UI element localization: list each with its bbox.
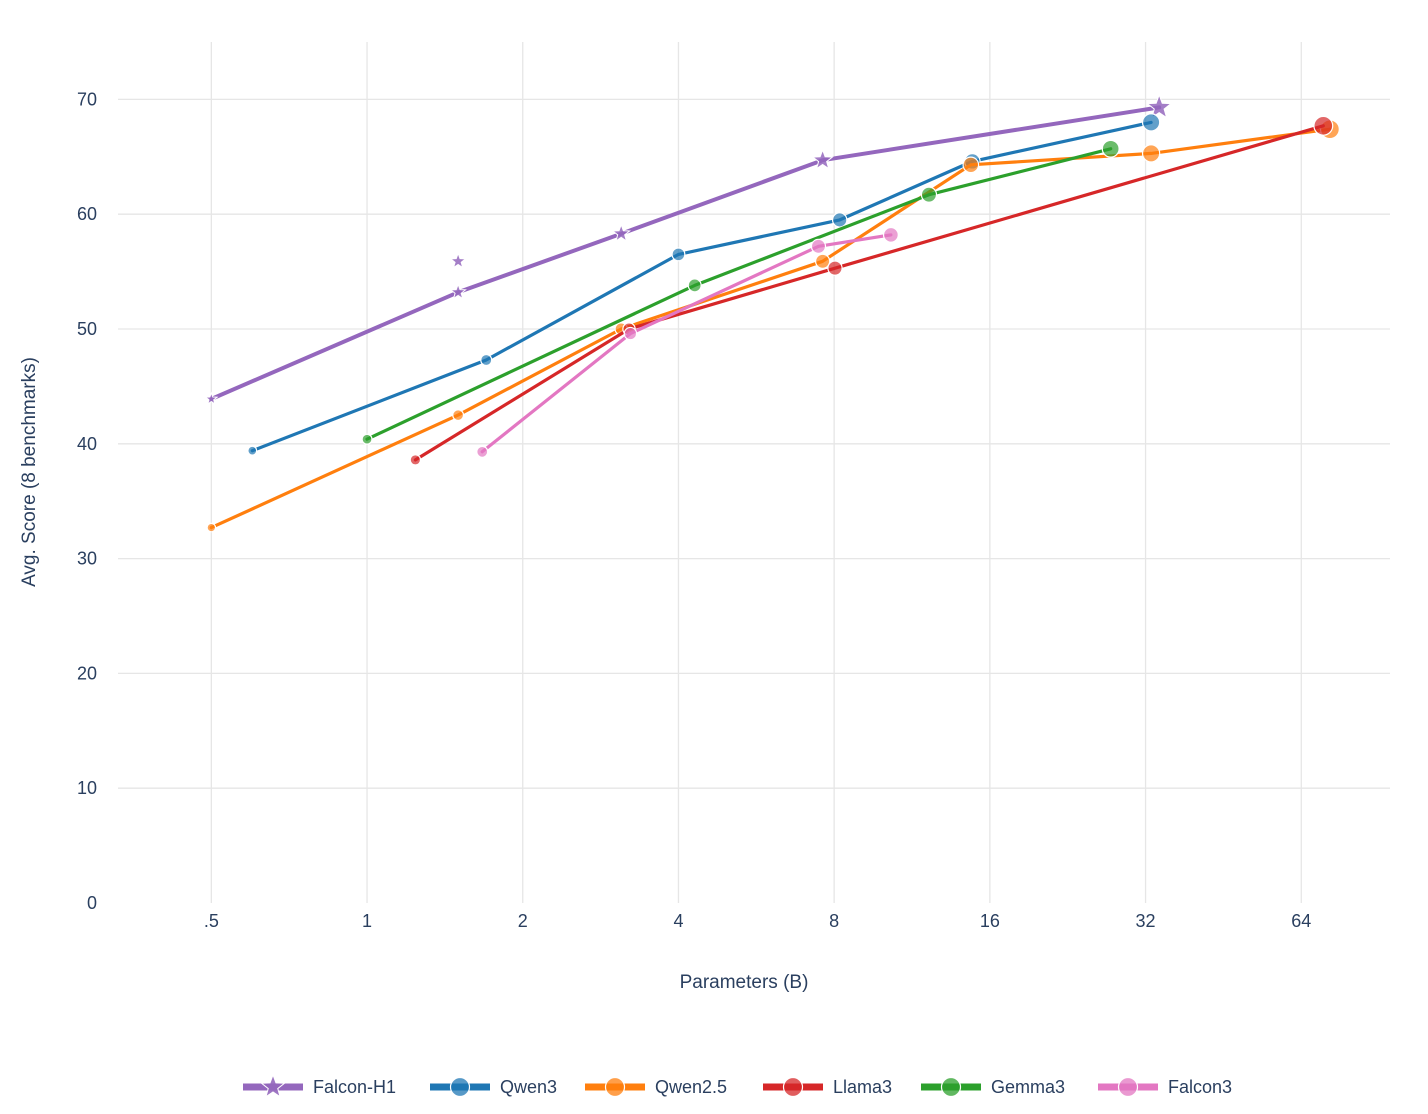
y-tick-label: 70 (77, 89, 97, 109)
y-axis-ticks: 0 10 20 30 40 50 60 70 (77, 89, 97, 913)
legend-item[interactable]: Falcon3 (1098, 1076, 1232, 1098)
series-falcon3 (476, 226, 899, 458)
data-point[interactable] (611, 223, 632, 243)
series-llama3 (409, 115, 1334, 466)
legend-item[interactable]: Qwen2.5 (585, 1076, 727, 1098)
legend-label: Falcon3 (1168, 1077, 1232, 1097)
y-tick-label: 30 (77, 549, 97, 569)
data-point[interactable] (1145, 93, 1173, 119)
legend-item[interactable]: Falcon-H1 (243, 1073, 396, 1098)
data-point[interactable] (827, 260, 843, 276)
data-point[interactable] (206, 522, 217, 533)
x-tick-label: 16 (980, 911, 1000, 931)
legend[interactable]: Falcon-H1 Qwen3 Qwen2.5 Llama3 Gemma3 Falcon3 (243, 1073, 1232, 1098)
x-tick-label: .5 (204, 911, 219, 931)
data-point[interactable] (962, 156, 980, 174)
series-line (365, 147, 1113, 441)
series-line (480, 233, 893, 454)
x-tick-label: 2 (518, 911, 528, 931)
legend-swatch-marker (782, 1076, 804, 1098)
data-point[interactable] (920, 186, 938, 203)
data-point[interactable] (1101, 139, 1120, 158)
data-point[interactable] (452, 409, 465, 422)
data-point[interactable] (882, 226, 899, 243)
y-tick-label: 40 (77, 434, 97, 454)
data-point[interactable] (449, 283, 467, 300)
legend-label: Gemma3 (991, 1077, 1065, 1097)
y-tick-label: 20 (77, 663, 97, 683)
legend-swatch-marker (260, 1073, 286, 1098)
legend-label: Falcon-H1 (313, 1077, 396, 1097)
y-axis-title: Avg. Score (8 benchmarks) (19, 357, 40, 587)
series-gemma3 (361, 139, 1120, 445)
series-line (250, 120, 1153, 453)
data-point[interactable] (814, 253, 831, 269)
data-point[interactable] (1141, 144, 1161, 163)
data-point[interactable] (831, 212, 848, 228)
data-point[interactable] (671, 247, 686, 262)
legend-item[interactable]: Qwen3 (430, 1076, 557, 1098)
data-point[interactable] (1141, 113, 1161, 132)
data-point[interactable] (409, 454, 422, 466)
data-point[interactable] (623, 326, 638, 341)
legend-label: Qwen3 (500, 1077, 557, 1097)
data-point[interactable] (687, 278, 702, 293)
legend-label: Qwen2.5 (655, 1077, 727, 1097)
series-qwen3 (247, 113, 1161, 456)
series-line (413, 124, 1325, 462)
x-tick-label: 32 (1136, 911, 1156, 931)
legend-item[interactable]: Gemma3 (921, 1076, 1065, 1098)
data-point[interactable] (811, 148, 834, 170)
data-point[interactable] (361, 433, 373, 445)
data-point[interactable] (1313, 115, 1334, 136)
series-layer (204, 93, 1340, 533)
y-tick-label: 10 (77, 778, 97, 798)
data-point[interactable] (204, 391, 219, 406)
x-tick-label: 64 (1291, 911, 1311, 931)
legend-swatch-marker (1117, 1076, 1139, 1098)
x-tick-label: 8 (829, 911, 839, 931)
x-tick-label: 1 (362, 911, 372, 931)
legend-item[interactable]: Llama3 (763, 1076, 892, 1098)
x-axis-ticks: .5 1 2 4 8 16 32 64 (204, 911, 1311, 931)
y-tick-label: 50 (77, 319, 97, 339)
grid (118, 42, 1390, 903)
data-point[interactable] (476, 445, 489, 458)
series-falcon-h1 (204, 93, 1173, 406)
y-tick-label: 60 (77, 204, 97, 224)
data-point[interactable] (810, 238, 827, 254)
data-point[interactable] (449, 252, 467, 269)
legend-swatch-marker (449, 1076, 471, 1098)
x-tick-label: 4 (673, 911, 683, 931)
y-tick-label: 0 (87, 893, 97, 913)
legend-label: Llama3 (833, 1077, 892, 1097)
x-axis-title: Parameters (B) (680, 972, 809, 993)
data-point[interactable] (480, 353, 493, 367)
data-point[interactable] (247, 445, 258, 456)
legend-swatch-marker (940, 1076, 962, 1098)
legend-swatch-marker (604, 1076, 626, 1098)
